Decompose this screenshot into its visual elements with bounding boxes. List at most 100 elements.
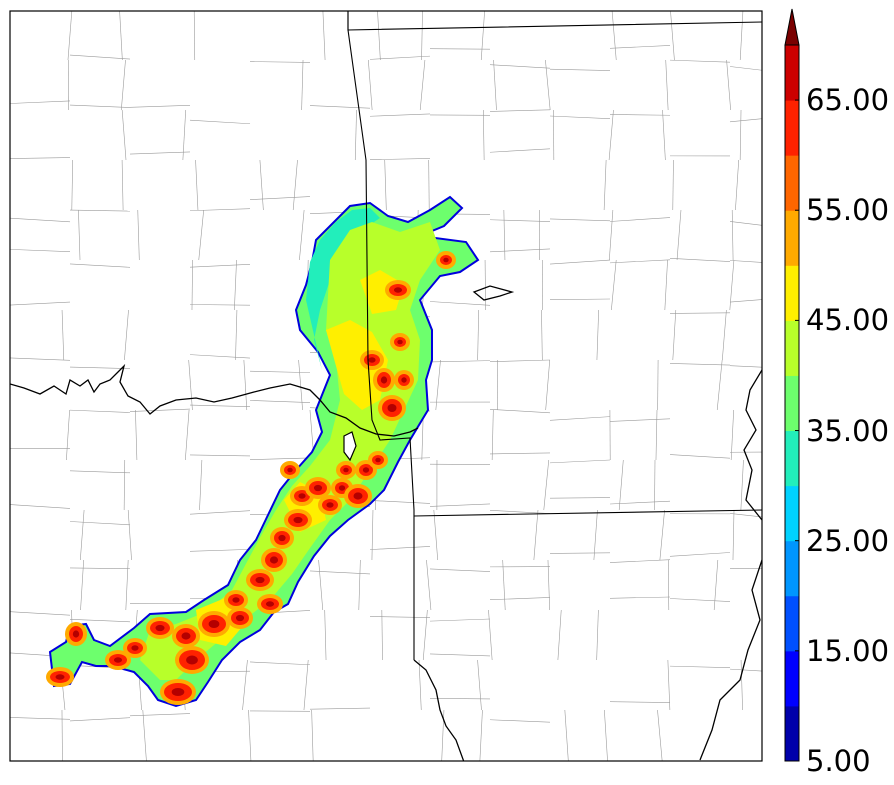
county-line <box>596 309 599 361</box>
reflectivity-field <box>46 195 480 708</box>
county-line <box>129 105 191 108</box>
colorbar-bin <box>785 540 799 597</box>
county-line <box>429 48 491 50</box>
county-line <box>249 457 311 461</box>
county-line <box>129 408 191 412</box>
county-line <box>429 697 491 700</box>
river-east-edge <box>699 369 762 761</box>
county-line <box>433 509 439 561</box>
county-line <box>324 609 327 661</box>
county-line <box>189 510 251 515</box>
colorbar-bin <box>785 45 799 101</box>
county-line <box>543 459 550 511</box>
county-line <box>429 618 491 622</box>
county-line <box>354 109 357 161</box>
storm-cell-max <box>181 632 191 640</box>
county-line <box>309 570 371 575</box>
storm-cell-max <box>313 484 323 492</box>
colorbar-bin <box>785 155 799 211</box>
county-line <box>609 217 671 222</box>
river-red-river <box>10 363 419 437</box>
county-line <box>545 359 551 411</box>
county-line <box>549 497 611 499</box>
colorbar-bin <box>785 430 799 487</box>
county-line <box>489 408 551 414</box>
county-line <box>80 509 85 561</box>
storm-cell-max <box>113 657 123 663</box>
county-line <box>429 653 491 657</box>
county-line <box>10 504 71 509</box>
county-line <box>69 521 131 526</box>
echo-cyan-band <box>306 208 380 370</box>
county-line <box>731 209 734 261</box>
county-line <box>533 509 539 561</box>
county-line <box>120 59 126 111</box>
colorbar-frame <box>784 44 800 762</box>
county-line <box>426 559 432 611</box>
county-line <box>729 299 762 303</box>
county-line <box>730 409 734 461</box>
county-line <box>669 363 731 366</box>
storm-cell-max <box>401 377 407 383</box>
colorbar-bin <box>785 265 799 321</box>
county-line <box>422 609 428 661</box>
county-line <box>609 259 671 264</box>
county-line <box>185 409 190 461</box>
storm-cell-max <box>338 485 346 491</box>
county-line <box>491 409 494 461</box>
county-line <box>10 717 71 720</box>
river-oxbow <box>472 285 515 301</box>
county-line <box>593 509 598 561</box>
county-line <box>69 567 131 570</box>
storm-cell-max <box>269 556 279 564</box>
county-line <box>292 159 298 211</box>
county-line <box>189 354 251 359</box>
county-line <box>669 552 731 557</box>
colorbar-tick-label: 55.00 <box>806 193 890 228</box>
county-line <box>557 609 562 661</box>
county-line <box>669 454 731 459</box>
storm-cell-max <box>368 357 376 363</box>
county-line <box>123 459 126 511</box>
county-line <box>729 513 762 518</box>
county-line <box>609 500 671 505</box>
county-line <box>729 118 762 123</box>
colorbar-tick-label: 65.00 <box>806 83 890 118</box>
county-line <box>502 559 506 611</box>
colorbar-bin <box>785 705 799 762</box>
county-line <box>428 159 430 211</box>
county-line <box>659 509 665 561</box>
county-line <box>249 61 311 63</box>
state-boundaries <box>10 11 762 761</box>
county-line <box>129 713 191 717</box>
storm-cell-max <box>343 467 349 473</box>
county-line <box>193 11 196 61</box>
county-line <box>655 409 658 461</box>
county-line <box>549 218 611 222</box>
county-line <box>549 298 611 300</box>
county-line <box>10 157 71 159</box>
county-line <box>69 619 131 623</box>
county-line <box>309 707 371 710</box>
county-line <box>121 109 127 161</box>
county-line <box>137 209 140 261</box>
county-line <box>604 709 608 761</box>
county-line <box>78 209 81 261</box>
county-line <box>670 11 675 61</box>
county-line <box>541 309 543 361</box>
colorbar-bin <box>785 650 799 707</box>
storm-cell-max <box>232 597 240 603</box>
county-line <box>301 59 304 111</box>
county-line <box>191 259 193 311</box>
county-line <box>477 659 482 711</box>
county-line <box>135 409 138 461</box>
storm-cell-max <box>255 576 265 584</box>
echo-yellow-area <box>326 320 388 410</box>
county-line <box>489 64 551 69</box>
storm-cell-max <box>380 376 388 384</box>
county-line <box>713 559 719 611</box>
county-line <box>119 11 123 61</box>
colorbar-bin <box>785 375 799 432</box>
county-line <box>729 66 762 71</box>
